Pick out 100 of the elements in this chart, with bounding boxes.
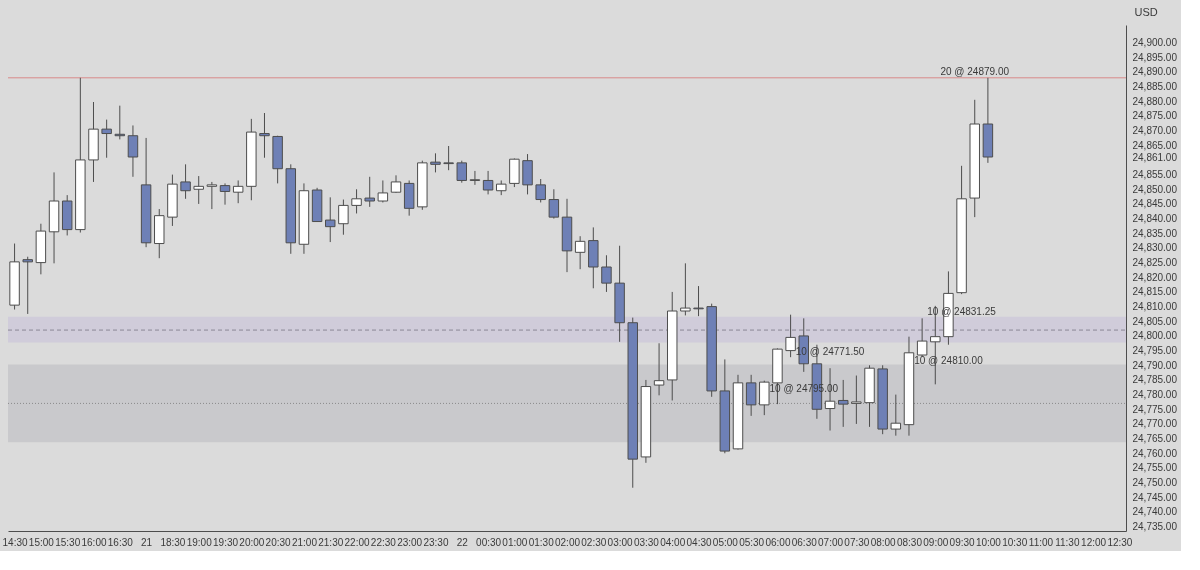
candlestick	[548, 188, 560, 220]
candlestick	[693, 285, 704, 317]
x-tick-label: 21:30	[318, 536, 344, 548]
y-tick-label: 24,825.00	[1132, 257, 1178, 269]
y-tick-label: 24,861.00	[1132, 151, 1178, 163]
x-tick-label: 10:30	[1002, 536, 1028, 548]
annotation: 20 @ 24879.00	[940, 65, 1010, 77]
x-tick-label: 07:30	[844, 536, 870, 548]
x-tick-label: 22:00	[344, 536, 370, 548]
x-tick-label: 16:30	[107, 536, 134, 548]
candlestick	[745, 374, 757, 417]
candlestick	[206, 181, 218, 210]
candlestick	[653, 342, 665, 396]
candlestick	[759, 380, 770, 416]
x-tick-label: 02:00	[554, 536, 581, 548]
candlestick	[469, 170, 481, 186]
x-tick-label: 21	[141, 536, 153, 548]
y-tick-label: 24,760.00	[1132, 447, 1178, 459]
x-tick-label: 20:00	[239, 536, 265, 548]
x-tick-label: 11:00	[1028, 536, 1054, 548]
x-tick-label: 07:00	[818, 536, 844, 548]
y-tick-label: 24,815.00	[1132, 286, 1178, 298]
x-tick-label: 04:30	[686, 536, 712, 548]
y-tick-label: 24,850.00	[1132, 183, 1178, 195]
x-tick-label: 15:00	[28, 536, 55, 548]
x-tick-label: 05:30	[739, 536, 765, 548]
x-tick-label: 20:30	[265, 536, 292, 548]
candlestick	[193, 175, 204, 205]
y-tick-label: 24,845.00	[1132, 198, 1178, 210]
candlestick	[127, 124, 139, 178]
x-tick-label: 15:30	[55, 536, 81, 548]
y-tick-label: 24,865.00	[1132, 139, 1178, 151]
x-tick-label: 06:00	[765, 536, 791, 548]
x-tick-label: 03:00	[607, 536, 634, 548]
x-tick-label: 05:00	[712, 536, 739, 548]
y-tick-label: 24,830.00	[1132, 242, 1178, 254]
x-tick-label: 03:30	[633, 536, 660, 548]
candlestick	[430, 152, 441, 173]
x-tick-label: 21:00	[291, 536, 318, 548]
y-tick-label: 24,870.00	[1132, 125, 1178, 137]
y-tick-label: 24,770.00	[1132, 418, 1178, 430]
candlestick	[680, 262, 691, 316]
y-tick-label: 24,855.00	[1132, 169, 1178, 181]
y-tick-label: 24,735.00	[1132, 521, 1178, 533]
x-tick-label: 10:00	[975, 536, 1002, 548]
x-tick-label: 19:30	[213, 536, 239, 548]
y-tick-label: 24,890.00	[1132, 66, 1178, 78]
candlestick	[890, 394, 902, 437]
y-tick-label: 24,775.00	[1132, 403, 1178, 415]
y-tick-label: 24,740.00	[1132, 506, 1178, 518]
x-tick-label: 08:30	[896, 536, 923, 548]
x-tick-label: 12:00	[1081, 536, 1107, 548]
x-tick-label: 04:00	[660, 536, 686, 548]
x-tick-label: 09:00	[923, 536, 949, 548]
candlestick	[232, 179, 244, 204]
candlestick	[443, 145, 454, 171]
candlestick	[482, 170, 494, 195]
candlestick	[259, 112, 270, 159]
x-tick-label: 11:30	[1055, 536, 1080, 548]
y-tick-label: 24,785.00	[1132, 374, 1178, 386]
y-tick-label: 24,780.00	[1132, 389, 1178, 401]
x-tick-label: 08:00	[870, 536, 897, 548]
y-tick-label: 24,750.00	[1132, 477, 1178, 489]
y-axis-title: USD	[1134, 5, 1158, 18]
candlestick	[219, 182, 231, 206]
x-tick-label: 01:30	[528, 536, 555, 548]
y-tick-label: 24,800.00	[1132, 330, 1178, 342]
x-tick-label: 16:00	[81, 536, 107, 548]
y-tick-label: 24,790.00	[1132, 359, 1178, 371]
y-tick-label: 24,755.00	[1132, 462, 1178, 474]
candlestick	[22, 256, 33, 315]
x-tick-label: 14:30	[2, 536, 29, 548]
x-tick-label: 02:30	[581, 536, 607, 548]
candlestick	[785, 314, 796, 358]
y-tick-label: 24,745.00	[1132, 491, 1178, 503]
x-tick-label: 00:30	[476, 536, 502, 548]
y-tick-label: 24,900.00	[1132, 37, 1178, 49]
x-tick-label: 12:30	[1107, 536, 1133, 548]
candlestick	[930, 305, 941, 385]
x-tick-label: 18:30	[160, 536, 186, 548]
y-tick-label: 24,885.00	[1132, 81, 1178, 93]
candlestick	[180, 163, 191, 200]
candlestick	[601, 254, 612, 293]
candlestick	[535, 178, 546, 203]
y-tick-label: 24,895.00	[1132, 51, 1178, 63]
candlestick	[325, 196, 336, 243]
candlestick	[351, 188, 362, 214]
x-tick-label: 06:30	[791, 536, 818, 548]
y-tick-label: 24,820.00	[1132, 271, 1178, 283]
x-tick-label: 22:30	[370, 536, 397, 548]
candlestick	[916, 317, 928, 357]
candlestick	[364, 176, 375, 208]
y-tick-label: 24,805.00	[1132, 315, 1178, 327]
candlestick	[456, 160, 468, 184]
x-tick-label: 01:00	[502, 536, 528, 548]
candlestick	[101, 119, 112, 159]
x-tick-label: 23:00	[397, 536, 423, 548]
x-tick-label: 23:30	[423, 536, 449, 548]
y-tick-label: 24,765.00	[1132, 433, 1178, 445]
y-tick-label: 24,880.00	[1132, 95, 1178, 107]
